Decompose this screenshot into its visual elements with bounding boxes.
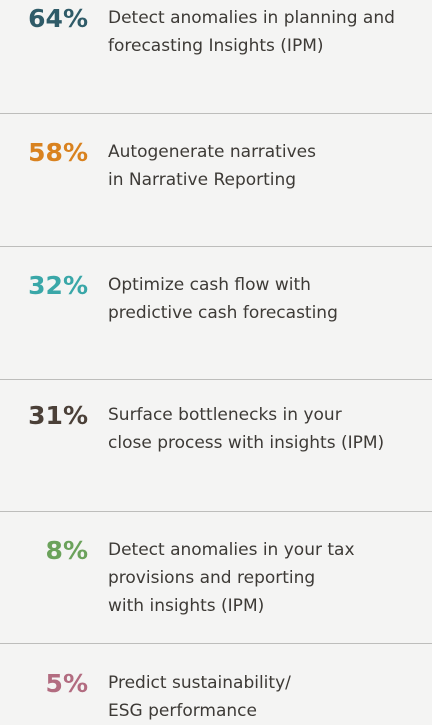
text-line: ESG performance (108, 701, 257, 721)
stat-percent: 58% (28, 138, 88, 167)
text-line: predictive cash forecasting (108, 303, 338, 323)
text-line: Optimize cash flow with (108, 275, 311, 295)
stat-description: Detect anomalies in planning and forecast… (108, 4, 395, 60)
stat-percent: 8% (45, 536, 88, 565)
text-line: in Narrative Reporting (108, 170, 297, 190)
stat-description: Detect anomalies in your tax provisions a… (108, 536, 355, 620)
text-line: with insights (IPM) (108, 596, 265, 616)
separator (0, 643, 432, 644)
stat-description: Autogenerate narratives in Narrative Repo… (108, 138, 316, 194)
text-line: Detect anomalies in your tax (108, 540, 355, 560)
separator (0, 113, 432, 114)
stat-percent: 31% (28, 401, 88, 430)
text-line: Autogenerate narratives (108, 142, 316, 162)
separator (0, 511, 432, 512)
stat-percent: 32% (28, 271, 88, 300)
separator (0, 246, 432, 247)
stat-percent: 5% (45, 669, 88, 698)
text-line: Predict sustainability/ (108, 673, 291, 693)
stat-description: Surface bottlenecks in your close process… (108, 401, 384, 457)
text-line: forecasting Insights (IPM) (108, 36, 324, 56)
text-line: Surface bottlenecks in your (108, 405, 342, 425)
text-line: close process with insights (IPM) (108, 433, 385, 453)
stat-description: Predict sustainability/ESG performance (108, 669, 291, 725)
stat-description: Optimize cash flow with predictive cash f… (108, 271, 338, 327)
separator (0, 379, 432, 380)
stat-percent: 64% (28, 4, 88, 33)
text-line: provisions and reporting (108, 568, 316, 588)
text-line: Detect anomalies in planning and (108, 8, 395, 28)
